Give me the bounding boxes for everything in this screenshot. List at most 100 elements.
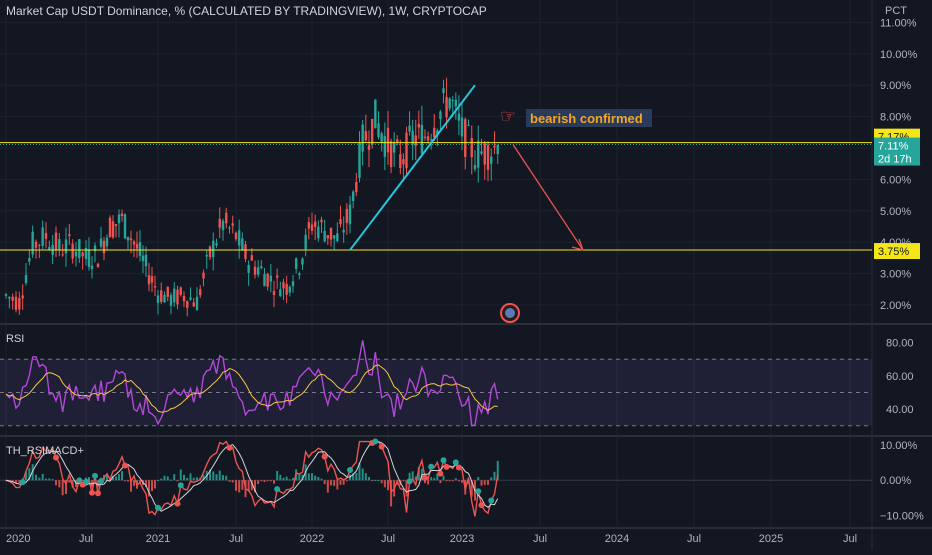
candle-body	[288, 286, 292, 293]
macd-histogram-bar	[68, 480, 71, 483]
candle-body	[241, 238, 244, 250]
candle-body	[71, 243, 74, 259]
macd-histogram-bar	[209, 469, 211, 481]
macd-histogram-bar	[408, 472, 411, 481]
macd-histogram-bar	[405, 480, 408, 497]
macd-histogram-bar	[380, 480, 383, 484]
candle-body	[247, 264, 250, 273]
candle-body	[163, 294, 166, 303]
candle-body	[105, 237, 109, 247]
rsi-ma-line	[5, 364, 498, 413]
macd-cross-dot	[98, 478, 104, 485]
macd-histogram-bar	[257, 480, 260, 485]
macd-histogram-bar	[241, 480, 244, 490]
macd-histogram-bar	[215, 474, 218, 481]
macd-histogram-bar	[235, 480, 237, 491]
macd-histogram-bar	[326, 480, 329, 493]
candle-body	[126, 236, 130, 241]
candle-body	[208, 246, 212, 258]
macd-histogram-bar	[345, 480, 348, 482]
candle-body	[96, 263, 100, 268]
candle-body	[123, 214, 127, 239]
macd-label: TH_RSIMACD+	[6, 445, 84, 457]
candle-body	[218, 218, 221, 228]
macd-histogram-bar	[483, 480, 486, 485]
candle-body	[326, 234, 330, 239]
macd-histogram-bar	[121, 471, 123, 481]
macd-histogram-bar	[218, 470, 221, 481]
candle-body	[442, 88, 445, 93]
candle-body	[34, 241, 38, 248]
macd-tick-label: 0.00%	[880, 475, 911, 487]
macd-pane[interactable]	[0, 438, 872, 517]
macd-cross-dot	[452, 459, 459, 466]
macd-histogram-bar	[377, 480, 380, 482]
price-tick-label: 2.00%	[880, 300, 911, 312]
macd-cross-dot	[422, 474, 428, 481]
macd-histogram-bar	[330, 480, 332, 486]
price-pane[interactable]: ☞ bearish confirmed	[0, 77, 872, 323]
projection-arrow	[512, 144, 584, 251]
candle-body	[351, 191, 355, 201]
candle-body	[244, 244, 247, 259]
macd-histogram-bar	[41, 473, 44, 481]
macd-cross-dot	[19, 479, 26, 486]
macd-histogram-bar	[445, 480, 448, 482]
support-badge: 3.75%	[878, 246, 909, 258]
countdown-badge: 2d 17h	[878, 154, 912, 166]
candle-body	[313, 221, 317, 227]
candle-body	[84, 247, 88, 260]
macd-histogram-bar	[228, 480, 231, 482]
candle-body	[237, 230, 241, 246]
candle-body	[480, 151, 483, 154]
rsi-tick-label: 80.00	[886, 338, 914, 350]
candle-body	[192, 302, 195, 307]
candle-body	[364, 131, 368, 141]
candle-body	[417, 124, 421, 128]
price-tick-label: 3.00%	[880, 269, 911, 281]
macd-tick-label: 10.00%	[880, 440, 918, 452]
price-tick-label: 5.00%	[880, 206, 911, 218]
candle-body	[61, 254, 64, 256]
time-axis-label: 2021	[146, 533, 170, 545]
candle-body	[275, 275, 279, 278]
candle-body	[68, 234, 71, 237]
macd-histogram-bar	[383, 480, 386, 488]
candle-body	[332, 235, 336, 239]
candle-body	[383, 136, 387, 157]
candle-body	[380, 133, 383, 142]
candle-body	[457, 113, 461, 121]
macd-histogram-bar	[45, 478, 47, 481]
macd-histogram-bar	[173, 474, 176, 481]
macd-histogram-bar	[238, 480, 241, 493]
candle-body	[260, 266, 263, 269]
candle-body	[266, 273, 269, 287]
candle-body	[396, 139, 399, 143]
macd-cross-dot	[76, 477, 83, 484]
macd-histogram-bar	[269, 480, 272, 482]
candle-body	[54, 232, 58, 251]
rsi-pane[interactable]	[0, 340, 872, 427]
candle-body	[336, 233, 339, 242]
macd-histogram-bar	[133, 480, 135, 486]
candle-body	[58, 239, 61, 251]
time-axis-label: 2024	[605, 533, 629, 545]
time-axis-label: Jul	[533, 533, 547, 545]
candle-body	[202, 272, 205, 279]
macd-histogram-bar	[192, 477, 195, 481]
macd-cross-dot	[475, 488, 482, 495]
candle-body	[310, 224, 314, 231]
candle-body	[451, 99, 454, 101]
candle-body	[135, 244, 139, 249]
macd-cross-dot	[428, 463, 435, 470]
candle-body	[345, 209, 349, 223]
candle-body	[282, 282, 285, 289]
candle-body	[205, 254, 208, 257]
macd-histogram-bar	[387, 480, 389, 491]
candle-body	[4, 294, 8, 296]
candle-body	[78, 239, 81, 258]
macd-histogram-bar	[317, 476, 320, 481]
candle-body	[490, 156, 493, 164]
